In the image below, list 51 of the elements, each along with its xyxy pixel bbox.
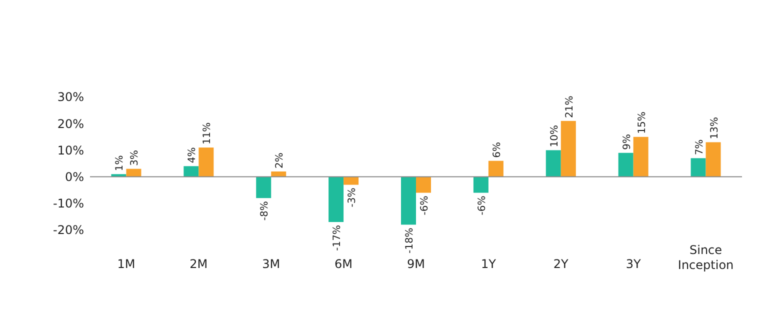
- bar: [328, 176, 344, 222]
- data-label: 13%: [709, 116, 720, 140]
- bar: [271, 171, 286, 177]
- data-label: 21%: [564, 96, 576, 118]
- x-tick-label: 3M: [262, 257, 280, 271]
- data-label: -6%: [476, 196, 488, 216]
- y-tick-label: -20%: [52, 223, 84, 238]
- data-label: 10%: [549, 124, 560, 148]
- data-label: 6%: [492, 142, 503, 158]
- bar: [256, 176, 272, 198]
- bar: [706, 142, 721, 177]
- x-tick-label: 2Y: [553, 257, 570, 271]
- data-label: -18%: [404, 228, 416, 254]
- y-tick-label: 10%: [57, 143, 84, 158]
- x-tick-label: 1Y: [480, 257, 497, 271]
- bar: [633, 136, 648, 177]
- bar: [344, 176, 359, 185]
- data-label: 11%: [202, 122, 214, 145]
- bar: [473, 176, 488, 193]
- bar: [111, 174, 126, 177]
- data-label: -6%: [420, 196, 430, 216]
- data-label: 2%: [274, 152, 286, 168]
- data-label: 4%: [187, 147, 198, 164]
- bar: [126, 168, 142, 177]
- y-tick-label: -10%: [52, 196, 84, 211]
- x-tick-label: 6M: [334, 257, 353, 271]
- x-tick-label: 9M: [407, 257, 425, 271]
- x-tick-label: 2M: [190, 257, 208, 271]
- bar: [488, 160, 504, 177]
- data-label: 7%: [694, 139, 706, 156]
- bar: [546, 150, 561, 177]
- x-tick-label: 1M: [117, 257, 136, 271]
- bar: [198, 148, 214, 177]
- bar: [184, 166, 199, 177]
- data-label: -3%: [347, 188, 358, 208]
- y-tick-label: 20%: [57, 116, 84, 131]
- bar: [618, 152, 634, 177]
- bar: [416, 176, 431, 193]
- data-label: -8%: [260, 201, 271, 221]
- x-tick-label: Since Inception: [678, 243, 734, 272]
- bar: [560, 120, 576, 177]
- y-tick-label: 30%: [57, 90, 84, 104]
- y-tick-label: 0%: [64, 170, 84, 184]
- data-label: 3%: [130, 150, 141, 166]
- data-label: 1%: [114, 155, 126, 172]
- data-label: -17%: [332, 225, 344, 251]
- data-label: 9%: [622, 134, 633, 150]
- x-tick-label: 3Y: [626, 257, 642, 271]
- bar: [401, 176, 416, 225]
- data-label: 15%: [636, 112, 648, 134]
- bar: [690, 158, 706, 177]
